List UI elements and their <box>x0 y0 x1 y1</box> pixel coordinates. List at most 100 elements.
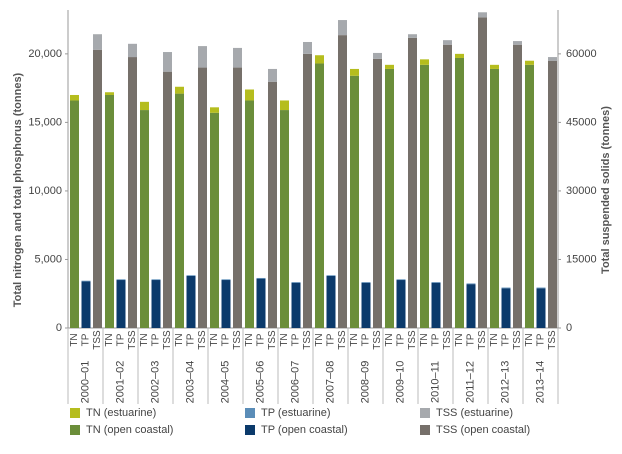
bar-label: TP <box>291 333 302 346</box>
bar-label: TSS <box>162 330 173 350</box>
y2-tick-label: 30000 <box>566 185 597 197</box>
bar-segment <box>245 89 254 101</box>
bar-segment <box>525 60 534 65</box>
bar-segment <box>233 47 242 68</box>
bar-segment <box>93 34 102 50</box>
bar-label: TN <box>489 333 500 346</box>
bar-segment <box>548 57 557 61</box>
bar-label: TN <box>69 333 80 346</box>
bar-label: TN <box>279 333 290 346</box>
bar-segment <box>443 44 452 329</box>
bar-segment <box>525 64 534 329</box>
bar-segment <box>291 282 301 328</box>
bar-segment <box>105 94 114 328</box>
bar-segment <box>478 12 487 18</box>
bar-segment <box>443 40 452 45</box>
y2-axis-title: Total suspended solids (tonnes) <box>600 106 612 274</box>
bar-segment <box>455 57 464 329</box>
bar-segment <box>245 100 254 328</box>
bar-label: TSS <box>267 330 278 350</box>
legend-swatch <box>420 425 430 435</box>
bar-segment <box>396 280 406 328</box>
bar-segment <box>280 110 289 328</box>
bar-label: TP <box>256 333 267 346</box>
y2-tick-label: 0 <box>566 322 572 334</box>
bar-segment <box>338 35 347 329</box>
bar-segment <box>420 59 429 65</box>
bar-segment <box>186 275 196 276</box>
bar-label: TSS <box>512 330 523 350</box>
bar-segment <box>303 53 312 329</box>
y-tick-label: 10,000 <box>28 185 62 197</box>
legend-label: TSS (estuarine) <box>436 407 513 419</box>
y2-tick-label: 60000 <box>566 48 597 60</box>
legend-swatch <box>70 425 80 435</box>
bar-segment <box>70 100 79 328</box>
bar-segment <box>361 282 371 328</box>
bar-segment <box>163 71 172 329</box>
bar-segment <box>186 275 196 328</box>
bar-label: TN <box>524 333 535 346</box>
bar-segment <box>385 68 394 329</box>
x-tick-label: 2010–11 <box>429 361 441 403</box>
bar-segment <box>490 68 499 329</box>
legend-swatch <box>420 408 430 418</box>
x-tick-label: 2009–10 <box>394 361 406 404</box>
bar-segment <box>420 64 429 329</box>
legend-label: TP (estuarine) <box>261 407 331 419</box>
bar-segment <box>350 75 359 328</box>
bar-segment <box>175 93 184 329</box>
bar-label: TP <box>361 333 372 346</box>
bar-segment <box>140 110 149 328</box>
bar-segment <box>513 41 522 45</box>
bar-label: TSS <box>372 330 383 350</box>
bar-label: TSS <box>407 330 418 350</box>
bar-segment <box>70 94 79 101</box>
y2-tick-label: 45000 <box>566 116 597 128</box>
bar-segment <box>548 60 557 329</box>
bar-segment <box>536 288 546 328</box>
bar-label: TSS <box>442 330 453 350</box>
bar-label: TN <box>139 333 150 346</box>
bar-segment <box>198 67 207 328</box>
bar-segment <box>396 279 406 281</box>
bar-label: TSS <box>337 330 348 350</box>
bar-segment <box>140 101 149 111</box>
bar-label: TN <box>104 333 115 346</box>
bar-label: TSS <box>477 330 488 350</box>
bar-segment <box>408 37 417 328</box>
bar-segment <box>210 107 219 113</box>
bar-segment <box>536 287 546 289</box>
bar-label: TN <box>174 333 185 346</box>
y-axis-title: Total nitrogen and total phosphorus (ton… <box>12 72 24 307</box>
x-tick-label: 2013–14 <box>534 361 546 404</box>
legend-label: TN (open coastal) <box>86 424 173 436</box>
bar-label: TN <box>209 333 220 346</box>
x-tick-label: 2006–07 <box>289 361 301 404</box>
bar-label: TP <box>151 333 162 346</box>
legend-label: TSS (open coastal) <box>436 424 530 436</box>
bar-segment <box>81 280 91 282</box>
bar-segment <box>256 277 266 279</box>
legend-swatch <box>70 408 80 418</box>
bar-label: TSS <box>92 330 103 350</box>
x-tick-label: 2011–12 <box>464 361 476 403</box>
bar-label: TN <box>314 333 325 346</box>
bar-label: TN <box>384 333 395 346</box>
bar-segment <box>268 81 277 328</box>
bar-segment <box>116 280 126 328</box>
bar-segment <box>466 284 476 328</box>
bar-label: TP <box>81 333 92 346</box>
bar-segment <box>466 283 476 285</box>
bar-segment <box>233 67 242 328</box>
y-tick-label: 5,000 <box>34 253 62 265</box>
bar-label: TN <box>454 333 465 346</box>
y-tick-label: 20,000 <box>28 48 62 60</box>
bar-segment <box>256 278 266 328</box>
bar-segment <box>361 282 371 283</box>
bar-segment <box>455 53 464 58</box>
bar-segment <box>81 281 91 328</box>
legend-label: TN (estuarine) <box>86 407 156 419</box>
x-tick-label: 2008–09 <box>359 361 371 404</box>
